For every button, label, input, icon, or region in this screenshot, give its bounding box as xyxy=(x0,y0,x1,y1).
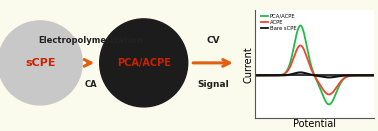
Bare sCPE xyxy=(284,74,288,76)
Bare sCPE xyxy=(298,72,303,73)
Text: Electropolymerization: Electropolymerization xyxy=(39,36,143,45)
ACPE xyxy=(298,45,303,46)
ACPE xyxy=(274,75,279,76)
Bare sCPE xyxy=(274,75,279,76)
Text: PCA/ACPE: PCA/ACPE xyxy=(117,58,170,68)
PCA/ACPE xyxy=(333,95,337,96)
PCA/ACPE xyxy=(253,75,257,76)
ACPE xyxy=(323,92,328,93)
Y-axis label: Current: Current xyxy=(244,46,254,83)
Line: PCA/ACPE: PCA/ACPE xyxy=(255,26,374,104)
Bare sCPE xyxy=(343,75,347,76)
Bare sCPE xyxy=(253,75,257,76)
Text: sCPE: sCPE xyxy=(25,58,56,68)
PCA/ACPE xyxy=(307,57,311,59)
ACPE xyxy=(333,89,337,90)
ACPE xyxy=(307,63,311,65)
PCA/ACPE xyxy=(323,100,328,102)
ACPE xyxy=(284,72,288,74)
ACPE xyxy=(343,77,347,78)
Ellipse shape xyxy=(100,19,188,107)
Line: Bare sCPE: Bare sCPE xyxy=(255,72,374,77)
PCA/ACPE xyxy=(327,104,331,105)
Text: Signal: Signal xyxy=(197,80,229,89)
Line: ACPE: ACPE xyxy=(255,45,374,94)
Bare sCPE xyxy=(333,76,337,78)
Text: CV: CV xyxy=(206,36,220,45)
PCA/ACPE xyxy=(298,25,303,26)
X-axis label: Potential: Potential xyxy=(293,119,336,129)
Bare sCPE xyxy=(372,75,376,76)
ACPE xyxy=(327,94,331,95)
Ellipse shape xyxy=(0,21,82,105)
Text: CA: CA xyxy=(85,80,97,89)
Bare sCPE xyxy=(327,77,331,78)
PCA/ACPE xyxy=(343,77,347,78)
Bare sCPE xyxy=(307,73,311,75)
ACPE xyxy=(372,75,376,76)
Legend: PCA/ACPE, ACPE, Bare sCPE: PCA/ACPE, ACPE, Bare sCPE xyxy=(260,13,297,32)
ACPE xyxy=(253,75,257,76)
PCA/ACPE xyxy=(372,75,376,76)
PCA/ACPE xyxy=(284,72,288,73)
PCA/ACPE xyxy=(274,75,279,76)
Bare sCPE xyxy=(323,76,328,78)
